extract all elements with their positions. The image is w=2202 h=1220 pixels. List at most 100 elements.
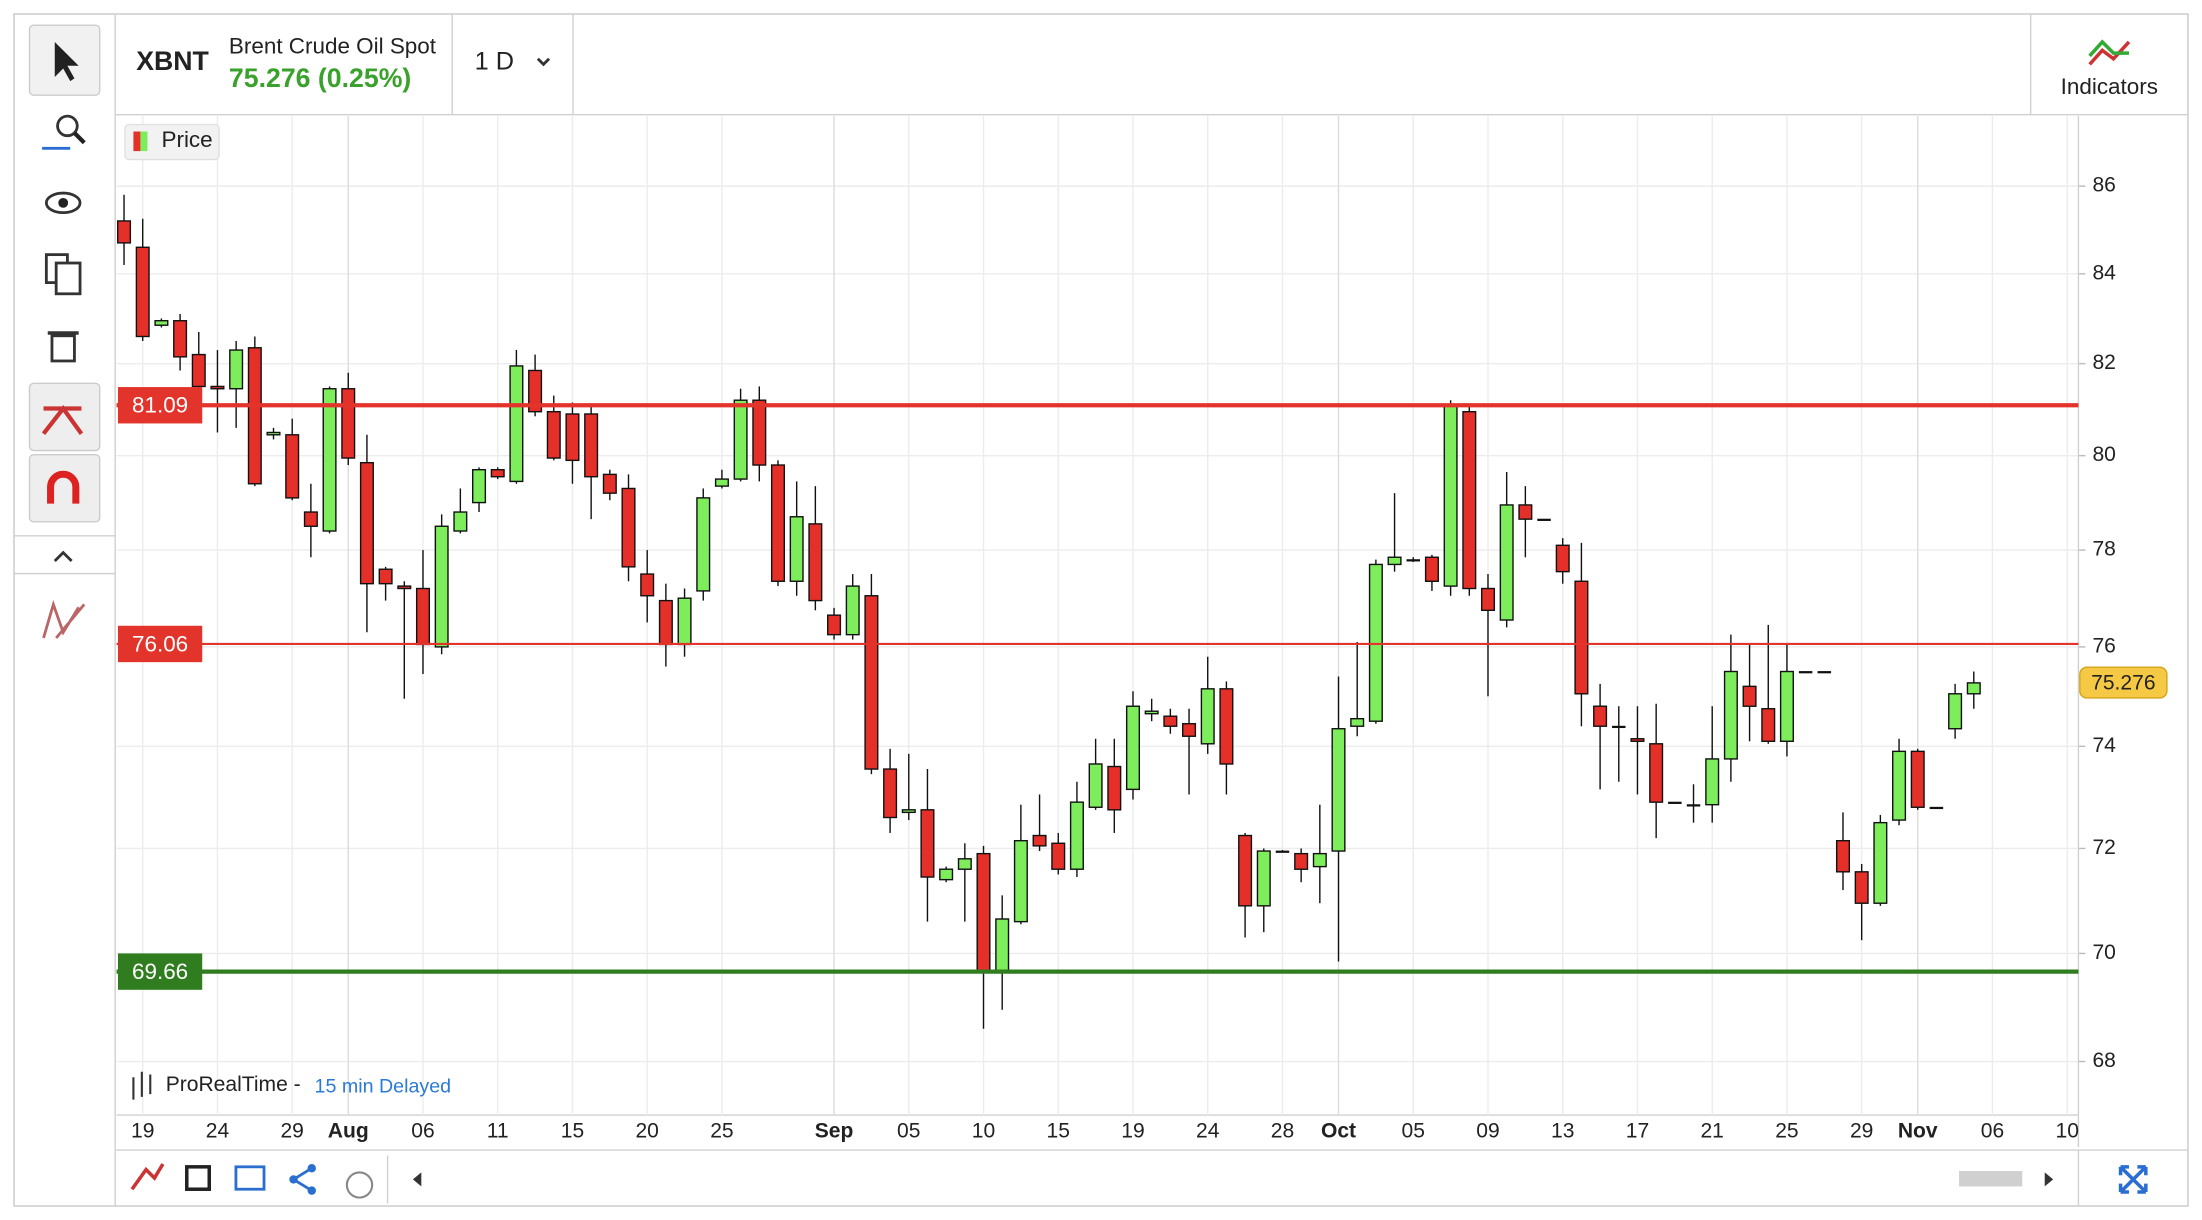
candle-body [472,469,487,504]
candle-body [1462,410,1477,590]
collapse-button[interactable] [53,550,73,563]
candle-body [1892,750,1907,821]
candle-body [640,573,655,597]
x-tick-label: 10 [2055,1119,2078,1142]
candle-body [976,852,991,973]
candle-body [1125,705,1141,791]
candle-body [1312,852,1327,868]
candle-body [1443,404,1458,587]
candle-body [434,525,449,648]
x-tick-label: 24 [1196,1119,1220,1142]
x-tick-label: Sep [815,1119,854,1142]
level-tag [117,625,203,663]
scroll-left[interactable] [412,1172,422,1187]
layout-button[interactable] [234,1165,266,1191]
x-tick-label: 10 [972,1119,995,1142]
candle-body [696,497,711,592]
candle-body [1200,688,1215,745]
x-tick-label: 29 [280,1119,303,1142]
indicators-button[interactable]: Indicators [2061,39,2158,99]
x-tick-label: 17 [1626,1119,1649,1142]
candle-body [1966,682,1981,695]
candle-body [1761,708,1776,742]
candle-body [864,595,879,770]
candle-body [584,413,599,478]
x-tick-label: 25 [710,1119,733,1142]
level-label: 81.09 [132,393,188,418]
candle-body [266,431,281,436]
save-button[interactable] [185,1165,212,1191]
candle-body [359,461,374,585]
help-button[interactable] [345,1171,374,1199]
delete-tool[interactable] [47,331,79,363]
eye-tool[interactable] [44,191,82,215]
scroll-right[interactable] [2044,1172,2054,1187]
x-tick-label: 19 [131,1119,154,1142]
candle-body [1649,743,1664,803]
y-tick-label: 86 [2092,174,2115,197]
y-tick-label: 68 [2092,1049,2115,1072]
grid [116,116,2086,1116]
candle-body [1406,559,1420,562]
candle-body [901,809,916,814]
left-toolbar [14,13,116,1207]
candle-body [1480,587,1496,611]
last-price-tag [2079,666,2168,699]
candle-body [1555,544,1570,573]
candle-body [845,585,860,636]
plot [117,194,1981,1029]
x-tick-label: 25 [1775,1119,1798,1142]
zoom-tool[interactable] [42,114,86,150]
drawing-tool[interactable] [42,599,86,639]
timeframe-select[interactable]: 1 D [475,48,551,76]
instrument-name: Brent Crude Oil Spot [229,34,437,59]
candle-body [509,365,524,483]
legend-swatch-up [140,131,148,152]
fullscreen-button[interactable] [2118,1165,2148,1194]
candle-body [1424,556,1439,582]
candle-body [322,388,337,532]
candle-body [1929,806,1944,810]
level-label: 76.06 [132,631,188,656]
candle-body [677,597,692,646]
candle-body [883,768,898,819]
candle-body [546,410,561,459]
copy-tool[interactable] [44,253,82,296]
candle-body [1705,758,1720,806]
magnet-tool[interactable] [28,454,101,523]
candle-body [490,469,505,478]
pointer-icon [54,41,79,82]
scrollbar[interactable] [1959,1171,2023,1187]
x-tick-label: 21 [1700,1119,1723,1142]
candle-body [173,320,188,358]
candle-body [1779,670,1794,742]
delay-note[interactable]: 15 min Delayed [315,1075,452,1097]
candle-body [117,220,132,244]
candle-body [1256,850,1271,907]
candle-body [752,399,767,466]
x-tick-label: 06 [1981,1119,2004,1142]
timeframe: 1 D [475,48,514,76]
candle-body [135,246,150,338]
trend-tool[interactable] [28,382,101,452]
overlay: Price ProRealTime - 15 min Delayed 68 70 7… [116,123,2168,1142]
candle-body [733,399,748,480]
y-tick-label: 82 [2092,351,2115,374]
share-button[interactable] [289,1164,316,1195]
candle-body [827,614,842,636]
x-tick-label: 24 [206,1119,230,1142]
candle-body [1817,671,1832,674]
candle-body [1331,728,1346,852]
x-tick-label: 29 [1850,1119,1873,1142]
candle-body [920,809,935,878]
add-button[interactable] [130,1163,165,1191]
bottom-toolbar [130,1150,2148,1207]
candle-body [303,511,318,527]
level-tag [117,953,203,990]
candle-body [1368,563,1383,722]
candle-body [285,434,300,499]
x-tick-label: Nov [1898,1119,1938,1142]
candle-body [1686,804,1701,807]
candle-body [808,523,823,602]
